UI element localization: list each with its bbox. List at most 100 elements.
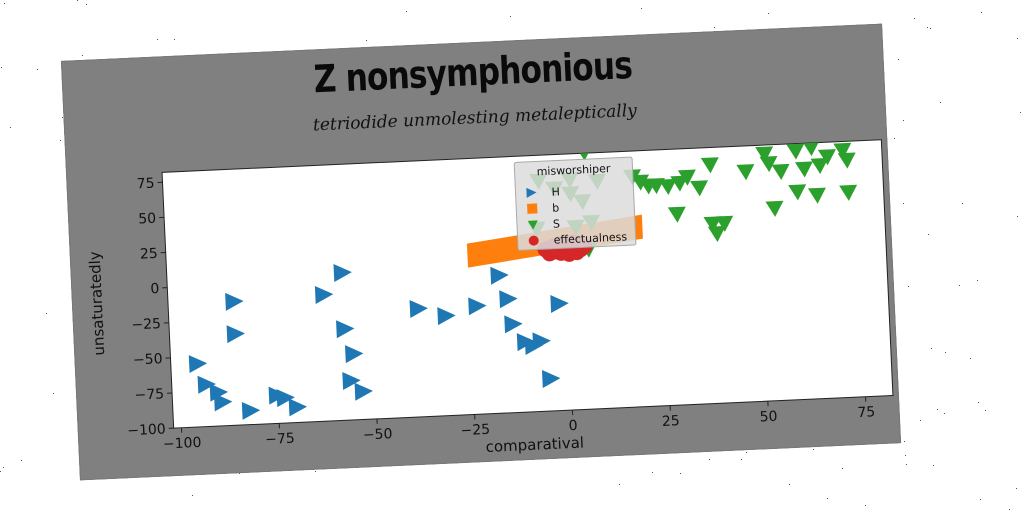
noise-speck <box>315 471 316 472</box>
series-H-point <box>226 325 245 344</box>
noise-speck <box>4 3 5 4</box>
series-H-point <box>504 315 523 334</box>
y-tick-label: −100 <box>127 421 166 439</box>
x-tick-label: −50 <box>363 426 393 443</box>
x-tick-label: 0 <box>568 418 578 434</box>
legend-box <box>513 156 637 251</box>
legend-marker-b <box>527 203 538 214</box>
legend-title: misworshiper <box>536 162 611 178</box>
series-S-point <box>658 178 677 196</box>
noise-speck <box>1017 216 1018 217</box>
legend-label: S <box>553 217 561 230</box>
noise-speck <box>714 27 715 28</box>
series-S-point <box>810 157 829 175</box>
x-tick-label: 50 <box>759 409 778 426</box>
noise-speck <box>914 18 915 19</box>
y-tick-label: 0 <box>150 281 160 297</box>
series-S-point <box>690 180 709 197</box>
noise-speck <box>157 39 158 40</box>
noise-speck <box>709 459 710 460</box>
noise-speck <box>789 484 790 485</box>
noise-speck <box>619 484 620 485</box>
series-S-point <box>759 155 778 173</box>
noise-speck <box>920 420 921 421</box>
noise-speck <box>894 138 895 139</box>
series-H-point <box>214 393 233 412</box>
noise-speck <box>510 16 511 17</box>
series-H-point <box>468 297 487 316</box>
noise-speck <box>904 441 905 442</box>
series-H-point <box>354 382 373 401</box>
series-S-point <box>700 157 719 174</box>
noise-speck <box>746 452 747 453</box>
y-tick-label: 25 <box>140 246 159 263</box>
noise-speck <box>977 280 978 281</box>
noise-speck <box>945 352 946 353</box>
noise-speck <box>959 285 960 286</box>
noise-speck <box>1017 38 1018 39</box>
y-tick-label: −75 <box>134 386 164 403</box>
noise-speck <box>37 69 38 70</box>
noise-speck <box>21 460 22 461</box>
noise-speck <box>865 505 866 506</box>
series-H-point <box>532 332 551 351</box>
series-H-point <box>550 294 569 313</box>
noise-speck <box>980 499 981 500</box>
series-H-point <box>437 307 456 326</box>
noise-speck <box>944 413 945 414</box>
noise-speck <box>192 495 193 496</box>
series-S-point <box>707 225 726 243</box>
noise-speck <box>1016 488 1017 489</box>
scatter-plot: −100 −75 −50 −25 0 25 50 75 75 50 25 0 −25 −50 −75 −100… <box>86 139 894 456</box>
noise-speck <box>928 234 929 235</box>
series-S-point <box>667 206 686 223</box>
noise-speck <box>931 348 932 349</box>
series-S-point <box>765 200 784 217</box>
noise-speck <box>985 410 986 411</box>
y-tick-label: 75 <box>136 176 155 193</box>
series-H-point <box>225 292 244 311</box>
noise-speck <box>813 449 814 450</box>
noise-speck <box>366 40 367 41</box>
y-tick-label: −50 <box>133 351 163 368</box>
noise-speck <box>741 459 742 460</box>
noise-speck <box>842 468 843 469</box>
legend-label: b <box>552 201 560 214</box>
noise-speck <box>10 127 11 128</box>
legend-marker-effectualness <box>528 235 539 246</box>
noise-speck <box>406 11 407 12</box>
series-S-point <box>771 163 790 181</box>
series-H-point <box>288 398 308 417</box>
series-H-point <box>276 389 295 408</box>
noise-speck <box>927 27 928 28</box>
noise-speck <box>981 12 982 13</box>
series-H-point <box>490 266 509 285</box>
plot-area <box>161 139 894 429</box>
noise-speck <box>46 313 47 314</box>
noise-speck <box>940 102 941 103</box>
y-tick-label: 50 <box>138 211 157 228</box>
noise-speck <box>905 455 906 456</box>
series-H-point <box>499 290 518 309</box>
legend-label: H <box>551 185 560 198</box>
series-S-point <box>755 146 774 163</box>
noise-speck <box>82 55 83 56</box>
noise-speck <box>53 393 54 394</box>
noise-speck <box>3 467 4 468</box>
noise-speck <box>970 358 971 359</box>
series-S-point <box>788 184 807 201</box>
series-S-point <box>703 216 722 233</box>
legend-marker-H <box>526 187 537 198</box>
noise-speck <box>903 203 904 204</box>
noise-speck <box>903 120 904 121</box>
x-tick-label: 25 <box>662 413 681 430</box>
legend-marker-S <box>527 220 538 230</box>
noise-speck <box>680 473 681 474</box>
noise-speck <box>962 203 963 204</box>
series-S-point <box>807 187 826 204</box>
series-H-point <box>197 375 216 394</box>
noise-speck <box>978 402 979 403</box>
series-H-point <box>336 320 355 339</box>
series-S-point <box>833 142 852 159</box>
series-S-point <box>801 139 820 157</box>
